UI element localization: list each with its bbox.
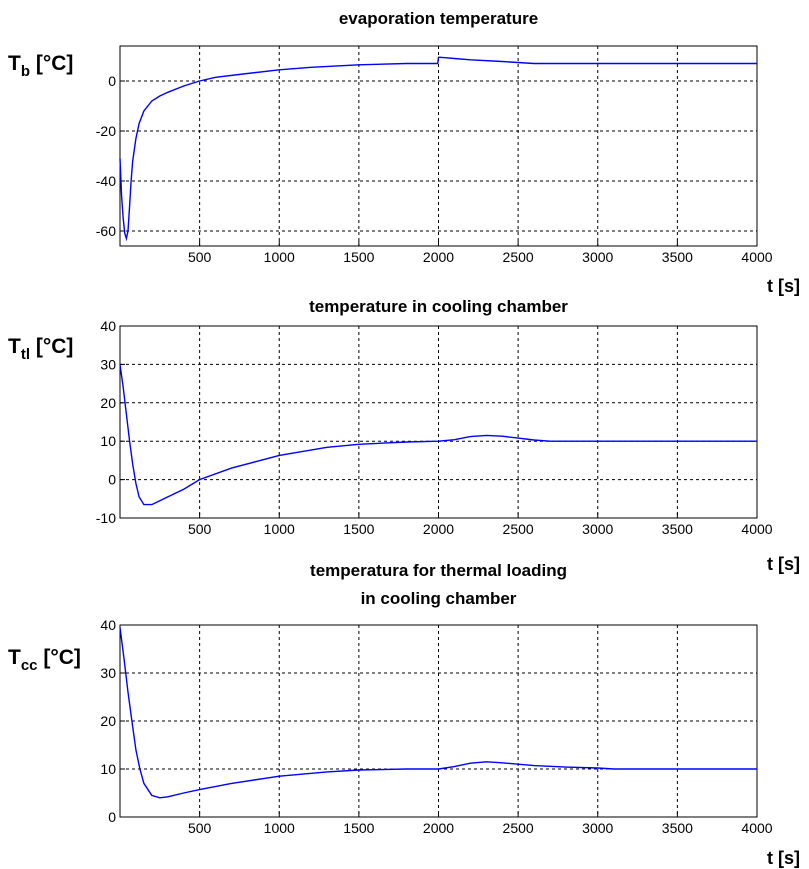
x-tick-label: 3000 (582, 249, 613, 265)
y-tick-label: 40 (100, 318, 116, 334)
x-tick-label: 2000 (423, 521, 454, 537)
x-tick-label: 1000 (264, 249, 295, 265)
x-tick-label: 3000 (582, 820, 613, 836)
x-tick-label: 4000 (741, 249, 772, 265)
x-tick-label: 3500 (662, 249, 693, 265)
x-axis-label: t [s] (767, 276, 800, 296)
x-axis-label: t [s] (767, 554, 800, 574)
y-tick-label: 20 (100, 713, 116, 729)
chart-evaporation-temperature: 500 1000 1500 2000 2500 3000 3500 4000 -60 -40 -20… (8, 9, 800, 296)
series-line (119, 364, 757, 506)
y-axis-label-unit: [°C] (30, 52, 73, 75)
chart-title: temperature in cooling chamber (309, 297, 568, 316)
y-tick-label: -40 (96, 173, 116, 189)
x-tick-label: 2500 (503, 249, 534, 265)
y-tick-label: 0 (108, 809, 116, 825)
plot-area (119, 45, 758, 247)
y-axis-label-subscript: b (21, 63, 30, 80)
y-tick-label: -60 (96, 223, 116, 239)
y-axis-label-subscript: tl (21, 346, 30, 363)
x-tick-label: 2500 (503, 521, 534, 537)
y-axis-label-subscript: cc (21, 657, 38, 674)
y-axis-label-symbol: T (8, 335, 21, 358)
chart-title: temperatura for thermal loading (310, 561, 567, 580)
x-tick-label: 500 (188, 820, 212, 836)
chart-title: evaporation temperature (339, 9, 538, 28)
y-tick-label: 30 (100, 356, 116, 372)
chart-temperature-cooling-chamber: 500 1000 1500 2000 2500 3000 3500 4000 -10 0 10 20 3… (8, 297, 800, 574)
x-tick-label: 1000 (264, 820, 295, 836)
y-tick-label: 10 (100, 433, 116, 449)
x-tick-label: 3500 (662, 820, 693, 836)
y-tick-label: 20 (100, 395, 116, 411)
x-tick-label: 1500 (343, 820, 374, 836)
y-axis-label-unit: [°C] (38, 646, 81, 669)
chart-title: in cooling chamber (361, 589, 517, 608)
x-tick-label: 3000 (582, 521, 613, 537)
y-tick-label: -20 (96, 123, 116, 139)
y-axis-label-unit: [°C] (30, 335, 73, 358)
y-tick-label: 10 (100, 761, 116, 777)
x-tick-label: 500 (188, 249, 212, 265)
x-tick-label: 1500 (343, 249, 374, 265)
y-tick-label: 0 (108, 73, 116, 89)
x-tick-label: 1000 (264, 521, 295, 537)
x-tick-label: 2000 (423, 820, 454, 836)
x-axis-label: t [s] (767, 848, 800, 868)
y-axis-label: Tcc [°C] (8, 646, 81, 674)
x-tick-label: 4000 (741, 820, 772, 836)
series-line (119, 56, 757, 242)
x-tick-label: 2500 (503, 820, 534, 836)
y-axis-label-symbol: T (8, 646, 21, 669)
y-axis-label-symbol: T (8, 52, 21, 75)
y-tick-label: -10 (96, 510, 116, 526)
y-axis-label: Ttl [°C] (8, 335, 73, 363)
y-tick-label: 30 (100, 665, 116, 681)
x-tick-label: 4000 (741, 521, 772, 537)
series-line (119, 627, 757, 799)
x-tick-label: 2000 (423, 249, 454, 265)
y-tick-label: 0 (108, 472, 116, 488)
x-tick-label: 3500 (662, 521, 693, 537)
x-tick-label: 500 (188, 521, 212, 537)
chart-temperature-thermal-loading: 500 1000 1500 2000 2500 3000 3500 4000 0 10 20 30 40… (8, 561, 800, 868)
y-axis-label: Tb [°C] (8, 52, 73, 80)
y-tick-label: 40 (100, 617, 116, 633)
x-tick-label: 1500 (343, 521, 374, 537)
